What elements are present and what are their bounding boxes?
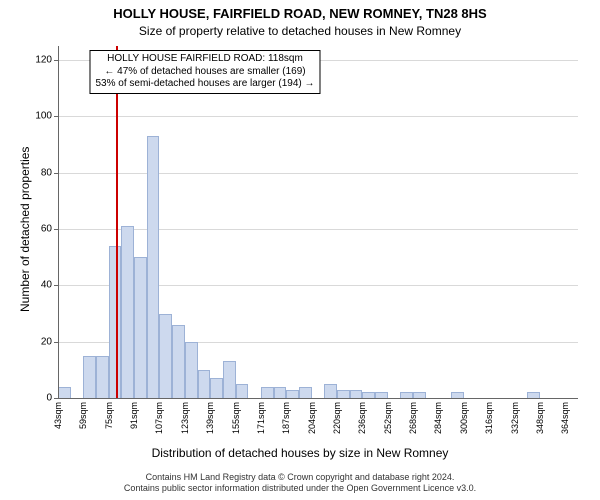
annotation-line-1: HOLLY HOUSE FAIRFIELD ROAD: 118sqm xyxy=(95,53,314,66)
histogram-bar xyxy=(261,387,274,398)
y-tick-label: 20 xyxy=(41,336,52,347)
chart-subtitle: Size of property relative to detached ho… xyxy=(0,24,600,38)
histogram-bar xyxy=(286,390,299,398)
x-tick-label: 348sqm xyxy=(535,402,545,434)
histogram-bar xyxy=(185,342,198,398)
x-tick-label: 204sqm xyxy=(307,402,317,434)
x-tick-label: 43sqm xyxy=(53,402,63,429)
x-tick-label: 123sqm xyxy=(180,402,190,434)
x-axis-label: Distribution of detached houses by size … xyxy=(0,446,600,460)
histogram-bar xyxy=(274,387,287,398)
histogram-bar xyxy=(121,226,134,398)
histogram-bar xyxy=(236,384,249,398)
x-tick-label: 139sqm xyxy=(205,402,215,434)
x-tick-label: 59sqm xyxy=(78,402,88,429)
x-tick-label: 268sqm xyxy=(408,402,418,434)
histogram-bar xyxy=(198,370,211,398)
bars-layer xyxy=(58,46,578,398)
y-tick-label: 120 xyxy=(35,55,52,66)
histogram-bar xyxy=(96,356,109,398)
x-tick-label: 155sqm xyxy=(231,402,241,434)
histogram-bar xyxy=(134,257,147,398)
histogram-bar xyxy=(350,390,363,398)
x-tick-label: 316sqm xyxy=(484,402,494,434)
x-tick-label: 171sqm xyxy=(256,402,266,434)
chart-title: HOLLY HOUSE, FAIRFIELD ROAD, NEW ROMNEY,… xyxy=(0,6,600,21)
y-tick-label: 60 xyxy=(41,224,52,235)
x-tick-label: 187sqm xyxy=(281,402,291,434)
histogram-bar xyxy=(109,246,122,398)
y-tick-label: 100 xyxy=(35,111,52,122)
histogram-bar xyxy=(83,356,96,398)
x-tick-label: 220sqm xyxy=(332,402,342,434)
y-tick-label: 0 xyxy=(46,393,52,404)
footer-text: Contains HM Land Registry data © Crown c… xyxy=(0,472,600,495)
plot-area: 020406080100120 43sqm59sqm75sqm91sqm107s… xyxy=(58,46,578,398)
histogram-bar xyxy=(223,361,236,398)
annotation-line-3: 53% of semi-detached houses are larger (… xyxy=(95,78,314,91)
x-tick-label: 364sqm xyxy=(560,402,570,434)
annotation-line-2: ← 47% of detached houses are smaller (16… xyxy=(95,66,314,79)
x-tick-label: 236sqm xyxy=(357,402,367,434)
footer-line-2: Contains public sector information distr… xyxy=(0,483,600,494)
chart-container: { "chart": { "type": "histogram", "title… xyxy=(0,0,600,500)
footer-line-1: Contains HM Land Registry data © Crown c… xyxy=(0,472,600,483)
y-axis-label: Number of detached properties xyxy=(18,147,32,312)
histogram-bar xyxy=(159,314,172,398)
x-axis xyxy=(58,398,578,399)
x-tick-label: 332sqm xyxy=(510,402,520,434)
x-tick-label: 75sqm xyxy=(104,402,114,429)
x-tick-label: 252sqm xyxy=(383,402,393,434)
y-axis xyxy=(58,46,59,398)
x-tick-label: 107sqm xyxy=(154,402,164,434)
histogram-bar xyxy=(172,325,185,398)
marker-line xyxy=(116,46,118,398)
y-tick-label: 40 xyxy=(41,280,52,291)
histogram-bar xyxy=(337,390,350,398)
histogram-bar xyxy=(299,387,312,398)
x-tick-label: 284sqm xyxy=(433,402,443,434)
annotation-box: HOLLY HOUSE FAIRFIELD ROAD: 118sqm ← 47%… xyxy=(89,50,320,94)
histogram-bar xyxy=(58,387,71,398)
histogram-bar xyxy=(210,378,223,398)
histogram-bar xyxy=(147,136,160,398)
histogram-bar xyxy=(324,384,337,398)
y-tick-label: 80 xyxy=(41,167,52,178)
x-tick-label: 91sqm xyxy=(129,402,139,429)
x-tick-label: 300sqm xyxy=(459,402,469,434)
